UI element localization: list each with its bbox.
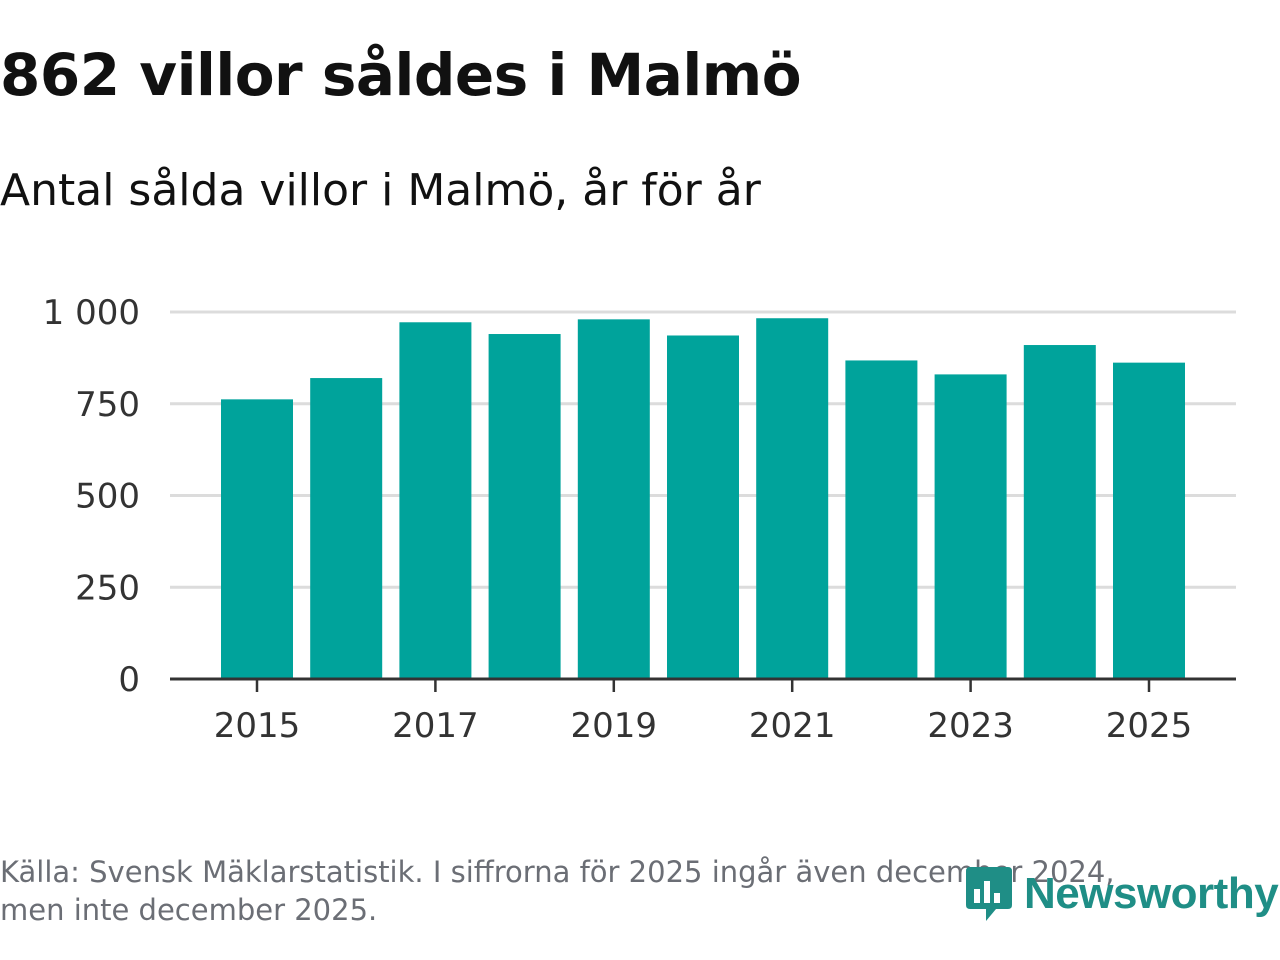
bar-2023 — [934, 374, 1007, 679]
x-tick-label: 2017 — [392, 706, 479, 746]
source-line-1: Källa: Svensk Mäklarstatistik. I siffror… — [0, 855, 1115, 889]
y-tick-label: 750 — [75, 385, 140, 425]
x-tick-label: 2015 — [214, 706, 301, 746]
bar-chart: 0 250 500 750 1 000 2015 2017 2019 2021 2023 2025 — [43, 293, 1236, 746]
x-tick-label: 2023 — [927, 706, 1014, 746]
source-line-2: men inte december 2025. — [0, 893, 378, 927]
bar-2025 — [1113, 362, 1185, 679]
y-tick-label: 500 — [75, 477, 140, 517]
y-tick-label: 250 — [75, 568, 140, 608]
bar-2019 — [577, 319, 650, 679]
bar-2024 — [1023, 345, 1096, 679]
bar-chart-bubble-icon — [966, 867, 1012, 921]
x-tick-label: 2019 — [571, 706, 658, 746]
y-tick-label: 0 — [118, 660, 140, 700]
bar-2016 — [310, 378, 383, 679]
x-tick-label: 2021 — [749, 706, 836, 746]
newsworthy-logo: Newsworthy — [962, 862, 1279, 926]
brand-name: Newsworthy — [1024, 869, 1279, 918]
chart-subtitle: Antal sålda villor i Malmö, år för år — [0, 165, 761, 216]
bar-2022 — [845, 360, 918, 679]
source-note: Källa: Svensk Mäklarstatistik. I siffror… — [0, 853, 1220, 929]
bar-2021 — [756, 318, 829, 679]
bar-2015 — [221, 399, 293, 679]
bar-2017 — [399, 322, 472, 679]
bar-2020 — [667, 335, 739, 679]
x-tick-label: 2025 — [1106, 706, 1193, 746]
chart-title: 862 villor såldes i Malmö — [0, 41, 802, 109]
y-tick-label: 1 000 — [43, 293, 140, 333]
bar-2018 — [488, 334, 561, 679]
